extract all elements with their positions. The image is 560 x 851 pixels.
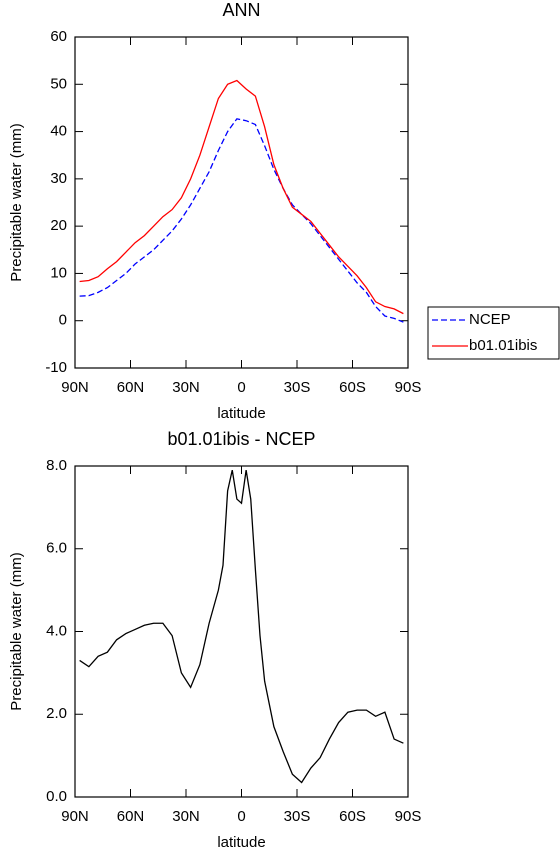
x-tick-label: 60S — [339, 808, 366, 825]
x-tick-label: 0 — [237, 808, 245, 825]
x-tick-label: 90S — [395, 379, 422, 396]
x-tick-label: 30N — [172, 808, 200, 825]
chart-title: ANN — [222, 0, 260, 20]
y-tick-label: 2.0 — [46, 705, 67, 722]
series-line — [79, 118, 404, 323]
x-tick-label: 60S — [339, 379, 366, 396]
plot-frame — [74, 465, 409, 798]
x-tick-label: 60N — [117, 379, 145, 396]
y-tick-label: -10 — [45, 359, 67, 376]
y-tick-label: 6.0 — [46, 540, 67, 557]
y-axis-label: Precipitable water (mm) — [8, 552, 25, 710]
x-tick-label: 30N — [172, 379, 200, 396]
legend-box — [427, 306, 560, 360]
series-line — [79, 469, 404, 784]
legend-label: NCEP — [469, 311, 511, 328]
x-axis-label: latitude — [217, 405, 265, 422]
y-tick-label: 40 — [50, 123, 67, 140]
series-line — [79, 79, 404, 315]
x-tick-label: 90N — [61, 808, 89, 825]
y-tick-label: 4.0 — [46, 622, 67, 639]
plot-frame — [74, 36, 409, 369]
x-tick-label: 90N — [61, 379, 89, 396]
x-tick-label: 60N — [117, 808, 145, 825]
y-tick-label: 0 — [59, 312, 67, 329]
y-tick-label: 8.0 — [46, 457, 67, 474]
legend-label: b01.01ibis — [469, 337, 537, 354]
x-tick-label: 30S — [284, 379, 311, 396]
y-tick-label: 60 — [50, 28, 67, 45]
x-axis-label: latitude — [217, 834, 265, 851]
y-tick-label: 20 — [50, 217, 67, 234]
chart-title: b01.01ibis - NCEP — [167, 429, 315, 449]
x-tick-label: 30S — [284, 808, 311, 825]
y-tick-label: 50 — [50, 75, 67, 92]
x-tick-label: 90S — [395, 808, 422, 825]
y-tick-label: 10 — [50, 264, 67, 281]
y-tick-label: 0.0 — [46, 788, 67, 805]
x-tick-label: 0 — [237, 379, 245, 396]
y-axis-label: Precipitable water (mm) — [8, 123, 25, 281]
y-tick-label: 30 — [50, 170, 67, 187]
